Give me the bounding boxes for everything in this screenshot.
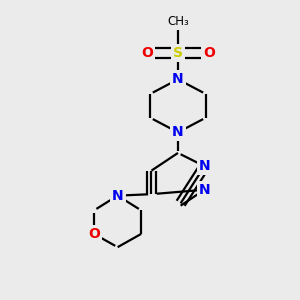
Text: O: O bbox=[141, 46, 153, 60]
Text: S: S bbox=[173, 46, 183, 60]
Text: N: N bbox=[112, 189, 123, 202]
Text: O: O bbox=[88, 227, 100, 241]
Text: N: N bbox=[172, 72, 184, 86]
Text: N: N bbox=[172, 125, 184, 139]
Text: O: O bbox=[203, 46, 215, 60]
Text: CH₃: CH₃ bbox=[167, 15, 189, 28]
Text: N: N bbox=[199, 159, 210, 173]
Text: N: N bbox=[199, 183, 210, 197]
